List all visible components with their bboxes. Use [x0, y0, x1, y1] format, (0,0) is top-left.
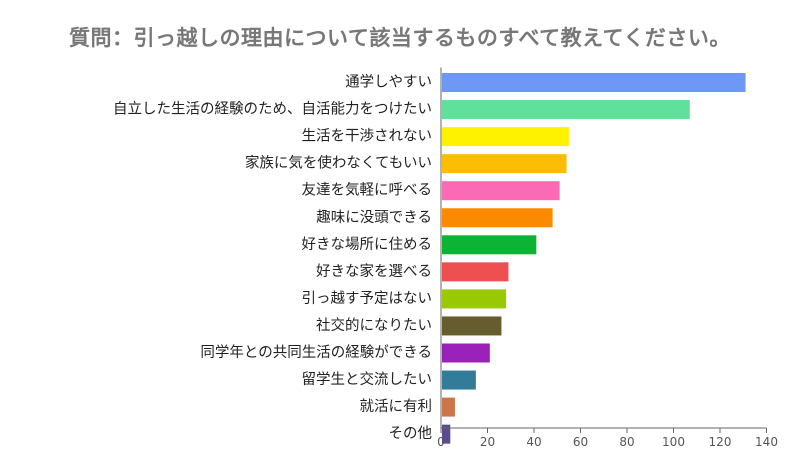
category-label: 通学しやすい — [345, 74, 432, 91]
x-tick-label: 80 — [619, 435, 634, 449]
bar — [442, 316, 502, 336]
bar — [442, 424, 451, 444]
x-tick-label: 40 — [526, 435, 541, 449]
chart-title: 質問：引っ越しの理由について該当するものすべて教えてください。 — [69, 26, 731, 50]
category-label: 友達を気軽に呼べる — [302, 182, 433, 199]
category-label: 好きな家を選べる — [316, 263, 432, 280]
category-label: 生活を干渉されない — [302, 128, 433, 145]
bar — [442, 154, 567, 174]
bar — [442, 370, 476, 390]
bar — [442, 208, 553, 228]
category-label: 自立した生活の経験のため、自活能力をつけたい — [113, 101, 432, 118]
category-label: 好きな場所に住める — [302, 236, 433, 253]
bar — [442, 289, 507, 309]
category-label: その他 — [389, 425, 433, 442]
category-label: 引っ越す予定はない — [302, 290, 433, 307]
bar — [442, 181, 560, 201]
x-tick-label: 0 — [437, 435, 445, 449]
x-tick-label: 20 — [480, 435, 495, 449]
bar — [442, 397, 455, 417]
bar — [442, 73, 746, 92]
category-label: 留学生と交流したい — [302, 370, 433, 388]
bar — [442, 235, 537, 255]
category-label: 家族に気を使わなくてもいい — [245, 155, 432, 172]
bar — [442, 343, 490, 363]
bar — [442, 100, 690, 120]
x-tick-label: 140 — [755, 435, 778, 449]
bar — [442, 127, 569, 147]
x-tick-label: 120 — [709, 435, 732, 449]
category-label: 社交的になりたい — [316, 316, 432, 334]
x-tick-label: 60 — [573, 435, 588, 449]
category-label: 趣味に没頭できる — [316, 209, 432, 226]
bar — [442, 262, 509, 282]
x-tick-label: 100 — [662, 435, 685, 449]
category-label: 同学年との共同生活の経験ができる — [200, 344, 432, 361]
category-label: 就活に有利 — [360, 398, 433, 415]
